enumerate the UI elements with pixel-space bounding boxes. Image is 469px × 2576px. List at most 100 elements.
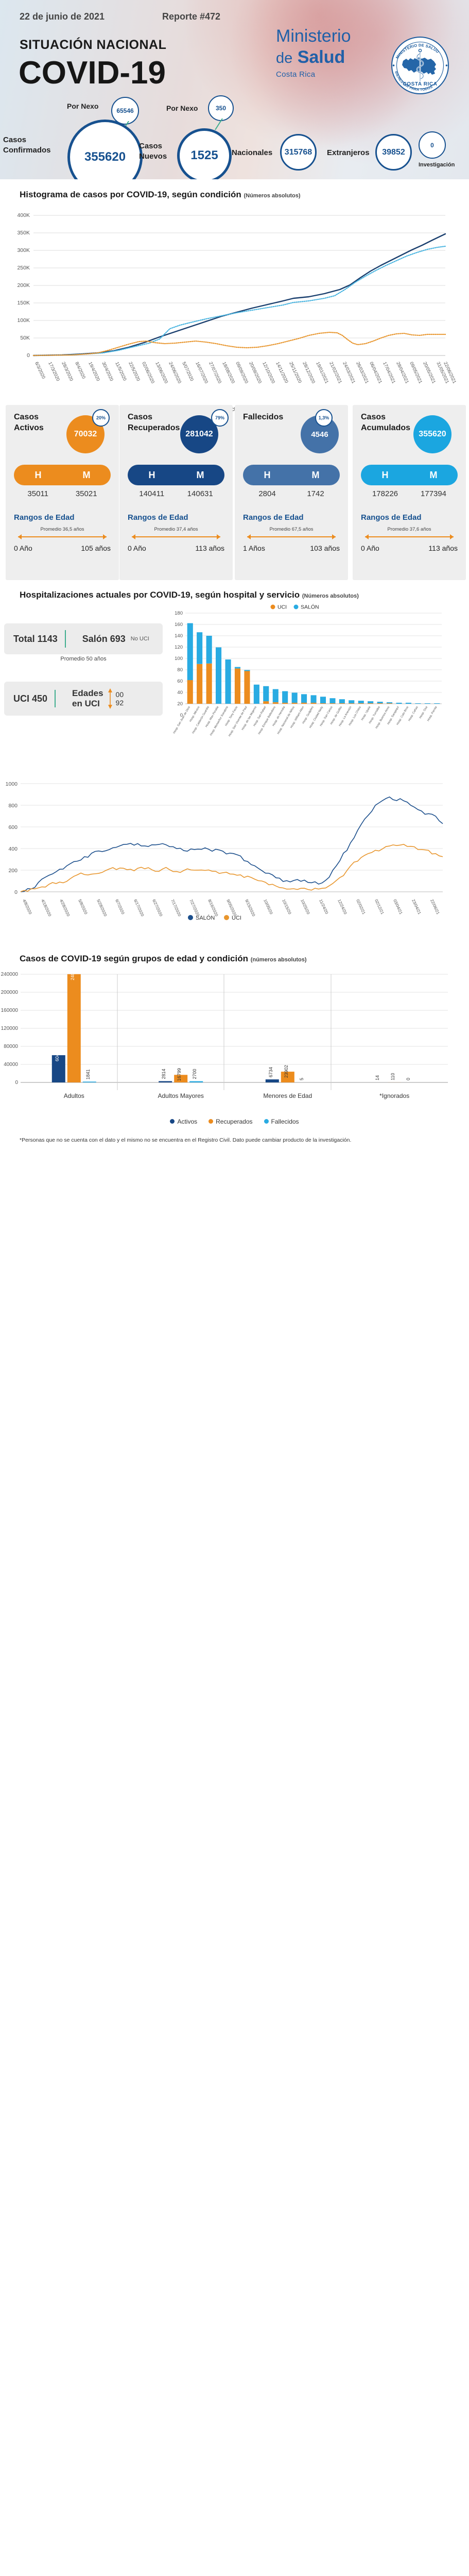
svg-text:UCI: UCI — [232, 915, 241, 921]
svg-text:16799: 16799 — [177, 1068, 182, 1081]
svg-text:22/5/2020: 22/5/2020 — [128, 361, 141, 382]
svg-text:19/4/2020: 19/4/2020 — [88, 361, 101, 382]
svg-text:4/8/2020: 4/8/2020 — [22, 899, 33, 916]
svg-text:Hosp. Monseñor Sanabria: Hosp. Monseñor Sanabria — [210, 705, 229, 736]
svg-text:Hosp. Calderón Guardia: Hosp. Calderón Guardia — [192, 705, 210, 734]
svg-text:17/04/2021: 17/04/2021 — [382, 361, 396, 384]
svg-text:UCI: UCI — [277, 604, 287, 611]
svg-text:120000: 120000 — [1, 1026, 19, 1031]
svg-text:100K: 100K — [17, 317, 30, 324]
svg-text:80: 80 — [177, 667, 183, 673]
svg-text:100: 100 — [175, 656, 183, 662]
svg-text:11/24/20: 11/24/20 — [318, 899, 329, 915]
svg-text:110: 110 — [390, 1073, 395, 1080]
svg-text:5/8/2020: 5/8/2020 — [77, 899, 89, 916]
svg-text:20/05/2021: 20/05/2021 — [422, 361, 437, 384]
svg-text:Hosp. Osa: Hosp. Osa — [419, 705, 429, 719]
svg-text:24/06/2020: 24/06/2020 — [168, 361, 182, 384]
svg-text:60470: 60470 — [55, 1048, 60, 1061]
svg-text:600: 600 — [8, 824, 18, 831]
svg-text:250K: 250K — [17, 265, 30, 271]
svg-text:28/3/2020: 28/3/2020 — [61, 361, 74, 382]
svg-text:24/03/2021: 24/03/2021 — [342, 361, 356, 384]
svg-text:28/04/2021: 28/04/2021 — [395, 361, 410, 384]
svg-text:12/10/2020: 12/10/2020 — [262, 361, 276, 384]
svg-text:18/08/2020: 18/08/2020 — [221, 361, 236, 384]
svg-text:300K: 300K — [17, 247, 30, 253]
svg-text:10/15/20: 10/15/20 — [281, 899, 292, 916]
svg-text:50K: 50K — [20, 335, 30, 341]
svg-text:16/07/2020: 16/07/2020 — [195, 361, 209, 384]
svg-text:200K: 200K — [17, 282, 30, 289]
svg-text:200: 200 — [8, 868, 18, 874]
svg-text:20: 20 — [177, 701, 183, 707]
svg-text:20/09/2020: 20/09/2020 — [248, 361, 263, 384]
svg-text:21/02/2021: 21/02/2021 — [328, 361, 343, 384]
svg-text:2700: 2700 — [192, 1069, 197, 1079]
svg-text:40000: 40000 — [4, 1062, 18, 1067]
svg-text:180: 180 — [175, 611, 183, 616]
svg-text:Hosp. Nacional de Niños: Hosp. Nacional de Niños — [277, 706, 296, 735]
svg-text:0: 0 — [406, 1078, 411, 1080]
svg-text:22/06/21: 22/06/21 — [429, 899, 441, 916]
svg-text:Hosp. San Juan de Dios: Hosp. San Juan de Dios — [173, 706, 191, 734]
svg-text:0: 0 — [14, 889, 18, 895]
svg-text:26/03/2021: 26/03/2021 — [355, 361, 370, 384]
svg-text:5/07/2020: 5/07/2020 — [181, 361, 195, 382]
svg-text:*Ignorados: *Ignorados — [379, 1092, 409, 1099]
svg-text:11/5/2020: 11/5/2020 — [114, 361, 128, 382]
svg-text:150K: 150K — [17, 300, 30, 306]
svg-text:400K: 400K — [17, 212, 30, 218]
svg-text:6/3/2020: 6/3/2020 — [34, 361, 46, 380]
svg-text:140: 140 — [175, 633, 183, 639]
svg-text:Hosp. Enrique Baltodano: Hosp. Enrique Baltodano — [258, 706, 276, 735]
svg-text:Adultos Mayores: Adultos Mayores — [158, 1092, 204, 1099]
svg-text:4/18/2020: 4/18/2020 — [40, 899, 52, 918]
svg-text:06/04/2021: 06/04/2021 — [369, 361, 383, 384]
svg-text:6/7/2020: 6/7/2020 — [114, 899, 126, 916]
svg-text:14/11/2020: 14/11/2020 — [275, 361, 289, 384]
svg-text:Hosp. Upala: Hosp. Upala — [361, 705, 372, 721]
svg-text:02/06/2020: 02/06/2020 — [141, 361, 155, 384]
svg-text:160: 160 — [175, 622, 183, 628]
svg-text:02/02/21: 02/02/21 — [355, 899, 367, 916]
svg-text:Hosp. San Vicente de Paul: Hosp. San Vicente de Paul — [228, 706, 248, 737]
svg-text:60: 60 — [177, 679, 183, 684]
svg-text:10/25/20: 10/25/20 — [300, 899, 311, 916]
svg-text:09/09/2020: 09/09/2020 — [235, 361, 249, 384]
svg-text:30/4/2020: 30/4/2020 — [101, 361, 114, 382]
svg-text:25/11/2020: 25/11/2020 — [288, 361, 303, 384]
svg-text:800: 800 — [8, 803, 18, 809]
svg-text:02/12/21: 02/12/21 — [374, 899, 385, 916]
svg-text:23/04/21: 23/04/21 — [411, 899, 422, 916]
svg-text:COSTA RICA: COSTA RICA — [403, 81, 437, 87]
svg-text:28/12/2020: 28/12/2020 — [302, 361, 316, 384]
svg-text:200000: 200000 — [1, 990, 19, 995]
svg-text:160000: 160000 — [1, 1008, 19, 1013]
svg-text:8/4/2020: 8/4/2020 — [74, 361, 86, 380]
svg-text:14: 14 — [375, 1075, 380, 1080]
svg-text:2814: 2814 — [161, 1069, 166, 1079]
svg-text:23902: 23902 — [284, 1065, 289, 1078]
svg-text:6/17/2020: 6/17/2020 — [133, 899, 145, 918]
svg-text:0: 0 — [27, 352, 30, 359]
svg-text:4/28/2020: 4/28/2020 — [59, 899, 71, 918]
svg-text:9/15/2020: 9/15/2020 — [244, 899, 256, 918]
svg-text:SALÓN: SALÓN — [196, 914, 215, 921]
svg-text:09/05/2021: 09/05/2021 — [409, 361, 423, 384]
svg-text:6734: 6734 — [268, 1067, 273, 1077]
svg-text:SALÓN: SALÓN — [301, 604, 319, 611]
svg-text:27/07/2020: 27/07/2020 — [208, 361, 222, 384]
svg-text:240000: 240000 — [1, 972, 19, 977]
svg-text:10/05/20: 10/05/20 — [263, 899, 274, 916]
svg-text:40: 40 — [177, 690, 183, 696]
svg-text:120: 120 — [175, 645, 183, 650]
svg-text:19/01/2021: 19/01/2021 — [315, 361, 329, 384]
svg-text:1841: 1841 — [85, 1069, 91, 1079]
svg-text:17/3/2020: 17/3/2020 — [47, 361, 61, 382]
svg-text:400: 400 — [8, 846, 18, 852]
svg-text:13/06/2020: 13/06/2020 — [154, 361, 169, 384]
svg-text:12/24/20: 12/24/20 — [337, 899, 348, 916]
svg-text:5/28/2020: 5/28/2020 — [96, 899, 108, 918]
svg-text:6/27/2020: 6/27/2020 — [151, 899, 163, 918]
